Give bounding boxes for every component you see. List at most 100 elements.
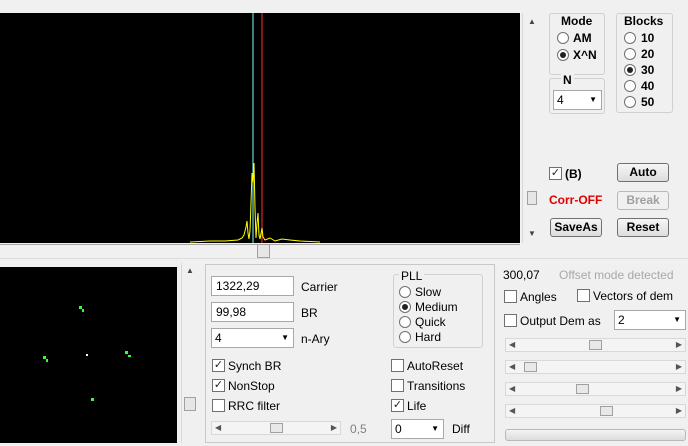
constellation-point xyxy=(82,309,84,312)
n-select[interactable]: 4 ▼ xyxy=(553,90,602,110)
chevron-down-icon: ▼ xyxy=(673,315,681,324)
panel-divider xyxy=(0,258,688,259)
chevron-down-icon: ▼ xyxy=(431,424,439,433)
blocks-10-label: 10 xyxy=(641,31,655,45)
constellation-point xyxy=(43,356,46,359)
right-slider-4[interactable]: ◀ ▶ xyxy=(505,404,686,418)
constellation-scrollbar[interactable]: ▲ xyxy=(181,263,198,443)
blocks-title: Blocks xyxy=(624,14,664,28)
blocks-20-label: 20 xyxy=(641,47,655,61)
life-checkbox[interactable]: ✓ xyxy=(391,399,404,412)
auto-button[interactable]: Auto xyxy=(617,163,669,182)
blocks-20-radio[interactable] xyxy=(624,48,636,60)
constellation-plot xyxy=(43,306,131,401)
break-button[interactable]: Break xyxy=(617,191,669,210)
carrier-input[interactable]: 1322,29 xyxy=(211,276,294,296)
blocks-10-radio[interactable] xyxy=(624,32,636,44)
output-dem-value: 2 xyxy=(618,313,625,327)
scroll-thumb[interactable] xyxy=(184,397,196,411)
chevron-left-icon[interactable]: ◀ xyxy=(509,340,516,349)
mode-group xyxy=(549,13,605,75)
blocks-40-label: 40 xyxy=(641,79,655,93)
chevron-left-icon[interactable]: ◀ xyxy=(509,384,516,393)
mode-am-radio[interactable] xyxy=(557,32,569,44)
spectrum-scrollbar[interactable]: ▲ ▼ xyxy=(522,13,541,243)
chevron-right-icon[interactable]: ▶ xyxy=(675,340,682,349)
right-slider-3[interactable]: ◀ ▶ xyxy=(505,382,686,396)
constellation-point xyxy=(128,355,131,357)
br-input[interactable]: 99,98 xyxy=(211,302,294,322)
life-label: Life xyxy=(407,399,427,413)
transitions-checkbox[interactable] xyxy=(391,379,404,392)
filter-slider-thumb[interactable] xyxy=(270,423,283,433)
pll-medium-label: Medium xyxy=(415,300,458,314)
rrc-filter-label: RRC filter xyxy=(228,399,281,413)
filter-slider[interactable]: ◀ ▶ xyxy=(211,421,341,435)
chevron-right-icon[interactable]: ▶ xyxy=(675,362,682,371)
nary-label: n-Ary xyxy=(301,332,330,346)
pll-hard-radio[interactable] xyxy=(399,331,411,343)
chevron-down-icon: ▼ xyxy=(589,95,597,104)
scroll-up-arrow-icon[interactable]: ▲ xyxy=(528,17,536,26)
right-slider-2[interactable]: ◀ ▶ xyxy=(505,360,686,374)
vectors-label: Vectors of dem xyxy=(593,289,674,303)
blocks-50-label: 50 xyxy=(641,95,655,109)
diff-select[interactable]: 0 ▼ xyxy=(391,419,444,439)
output-dem-checkbox[interactable] xyxy=(504,314,517,327)
right-slider-1[interactable]: ◀ ▶ xyxy=(505,338,686,352)
right-slider-1-thumb[interactable] xyxy=(589,340,602,350)
pll-hard-label: Hard xyxy=(415,330,442,344)
diff-select-value: 0 xyxy=(395,422,402,436)
autoreset-checkbox[interactable] xyxy=(391,359,404,372)
scroll-thumb[interactable] xyxy=(527,191,537,205)
reset-button[interactable]: Reset xyxy=(617,218,669,237)
offset-value: 300,07 xyxy=(503,268,540,282)
output-dem-select[interactable]: 2 ▼ xyxy=(614,310,686,330)
br-label: BR xyxy=(301,306,318,320)
pll-medium-radio[interactable] xyxy=(399,301,411,313)
blocks-30-radio[interactable] xyxy=(624,64,636,76)
pll-quick-radio[interactable] xyxy=(399,316,411,328)
blocks-group xyxy=(616,13,673,113)
right-slider-2-thumb[interactable] xyxy=(524,362,537,372)
chevron-left-icon[interactable]: ◀ xyxy=(509,362,516,371)
right-slider-3-thumb[interactable] xyxy=(576,384,589,394)
b-checkbox-label: (B) xyxy=(565,167,582,181)
spectrum-hslider-thumb[interactable] xyxy=(257,244,270,258)
spectrum-trace xyxy=(189,162,321,243)
chevron-left-icon[interactable]: ◀ xyxy=(215,423,222,432)
blocks-40-radio[interactable] xyxy=(624,80,636,92)
rrc-filter-checkbox[interactable] xyxy=(212,399,225,412)
mode-xn-radio[interactable] xyxy=(557,49,569,61)
chevron-right-icon[interactable]: ▶ xyxy=(675,406,682,415)
pll-group xyxy=(393,274,483,348)
synch-br-checkbox[interactable]: ✓ xyxy=(212,359,225,372)
chevron-right-icon[interactable]: ▶ xyxy=(330,423,337,432)
vectors-checkbox[interactable] xyxy=(577,289,590,302)
right-progress-bar xyxy=(505,429,686,441)
n-group xyxy=(549,78,605,114)
autoreset-label: AutoReset xyxy=(407,359,464,373)
carrier-label: Carrier xyxy=(301,280,338,294)
constellation-point xyxy=(79,306,82,309)
n-select-value: 4 xyxy=(557,93,564,107)
mode-xn-label: X^N xyxy=(573,48,597,62)
scroll-up-arrow-icon[interactable]: ▲ xyxy=(186,266,194,275)
saveas-button[interactable]: SaveAs xyxy=(550,218,602,237)
synch-br-label: Synch BR xyxy=(228,359,282,373)
b-checkbox[interactable]: ✓ xyxy=(549,167,562,180)
pll-slow-radio[interactable] xyxy=(399,286,411,298)
blocks-50-radio[interactable] xyxy=(624,96,636,108)
angles-checkbox[interactable] xyxy=(504,290,517,303)
n-title: N xyxy=(561,73,574,87)
offset-status: Offset mode detected xyxy=(559,268,674,282)
right-slider-4-thumb[interactable] xyxy=(600,406,613,416)
nary-select[interactable]: 4 ▼ xyxy=(211,328,294,348)
nonstop-checkbox[interactable]: ✓ xyxy=(212,379,225,392)
chevron-left-icon[interactable]: ◀ xyxy=(509,406,516,415)
scroll-down-arrow-icon[interactable]: ▼ xyxy=(528,229,536,238)
blocks-30-label: 30 xyxy=(641,63,655,77)
chevron-right-icon[interactable]: ▶ xyxy=(675,384,682,393)
nary-select-value: 4 xyxy=(215,331,222,345)
diff-label: Diff xyxy=(452,422,470,436)
